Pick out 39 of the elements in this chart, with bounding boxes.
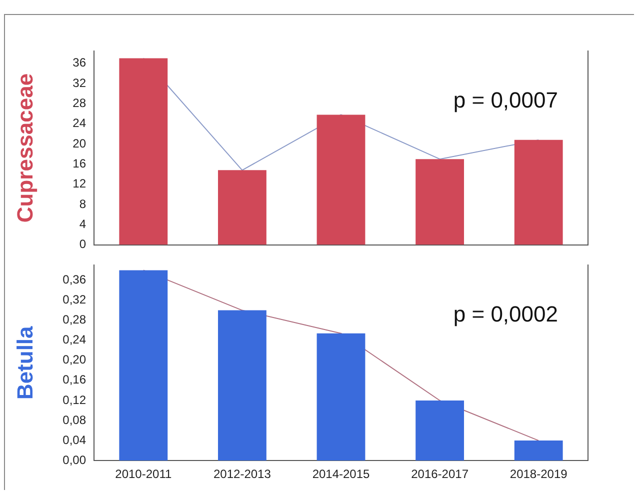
bar (218, 170, 266, 245)
y-tick-label: 32 (72, 76, 86, 90)
bar (316, 333, 366, 461)
y-tick-label: 36 (72, 56, 86, 70)
y-tick-label: 20 (72, 136, 86, 150)
x-tick-label: 2010-2011 (115, 467, 172, 482)
x-tick-label: 2012-2013 (214, 467, 272, 482)
bar (119, 270, 168, 461)
y-tick-label: 0,00 (62, 452, 86, 467)
y-tick-label: 8 (79, 196, 86, 211)
y-tick-label: 0 (79, 237, 86, 252)
y-tick-label: 0,20 (62, 352, 86, 367)
bar (416, 159, 464, 245)
bar (218, 310, 266, 461)
y-tick-label: 4 (79, 216, 86, 231)
y-tick-label: 0,04 (62, 432, 86, 447)
y-axis-title: Cupressaceae (12, 73, 38, 223)
annotation: p = 0,0007 (453, 87, 558, 112)
x-tick-label: 2018-2019 (510, 467, 568, 482)
y-tick-label: 24 (72, 116, 86, 130)
y-tick-label: 12 (72, 176, 86, 191)
y-tick-label: 0,28 (62, 312, 86, 327)
x-tick-label: 2014-2015 (312, 467, 370, 482)
y-tick-label: 28 (72, 96, 86, 110)
bar (514, 440, 563, 461)
bar (119, 58, 168, 245)
y-tick-label: 0,08 (62, 412, 86, 427)
y-tick-label: 0,24 (62, 332, 86, 347)
x-tick-label: 2016-2017 (411, 467, 469, 482)
y-axis-title: Betulla (12, 325, 38, 400)
y-tick-label: 0,32 (62, 292, 86, 307)
bar (416, 400, 464, 461)
bar (316, 114, 366, 245)
y-tick-label: 0,16 (62, 372, 86, 387)
annotation: p = 0,0002 (453, 301, 558, 326)
bar (514, 140, 563, 245)
y-tick-label: 16 (72, 156, 86, 170)
y-tick-label: 0,12 (62, 392, 86, 407)
y-tick-label: 0,36 (62, 272, 86, 287)
